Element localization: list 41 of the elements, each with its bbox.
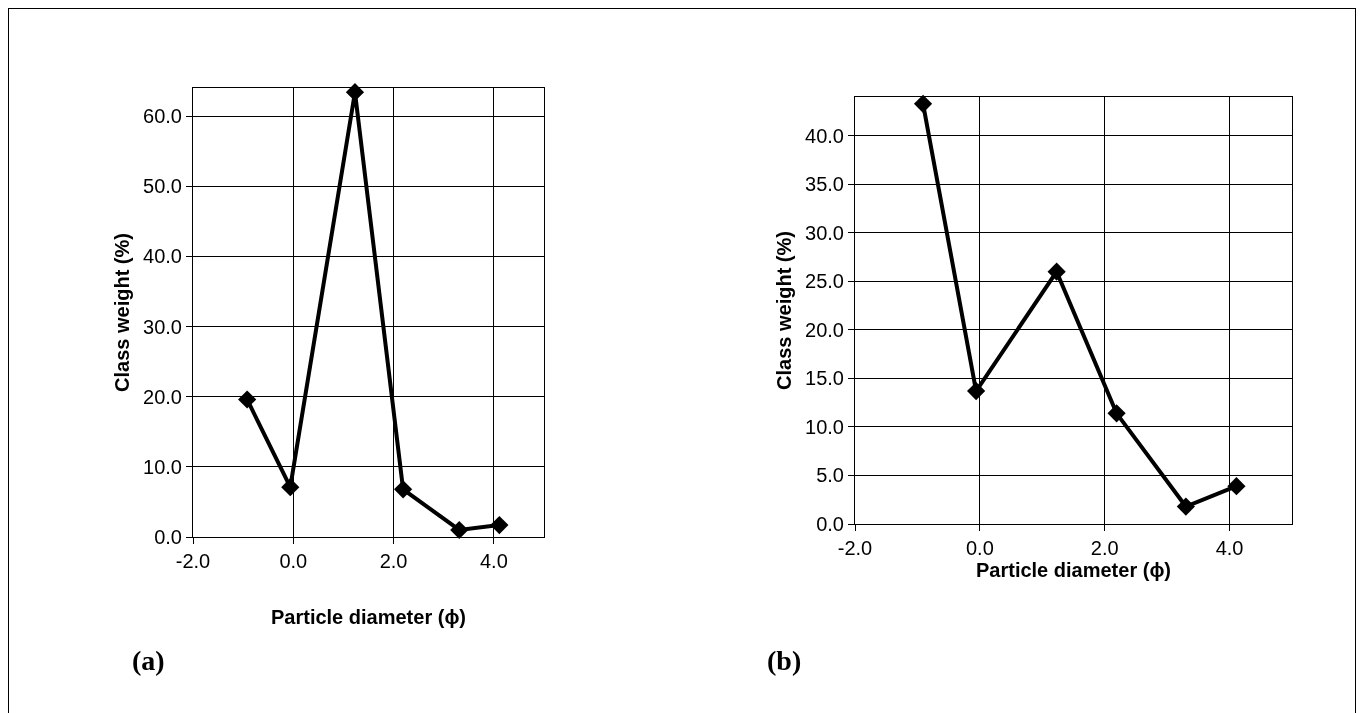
- y-tick-label: 30.0: [143, 315, 182, 338]
- x-tick-label: -2.0: [837, 537, 873, 559]
- y-tick-label: 5.0: [816, 464, 844, 487]
- y-tick-label: 35.0: [805, 173, 844, 196]
- point: [1107, 404, 1126, 423]
- point: [345, 83, 365, 102]
- point: [238, 390, 257, 409]
- x-tick-label: 2.0: [379, 550, 408, 572]
- x-axis-title: Particle diameter (ϕ): [975, 559, 1172, 581]
- x-tick-label: 0.0: [279, 550, 308, 572]
- point: [1227, 477, 1246, 496]
- point: [967, 381, 986, 401]
- x-axis-title: Particle diameter (ϕ): [270, 605, 467, 628]
- text: (a): [132, 645, 165, 676]
- point: [450, 520, 469, 540]
- point: [394, 480, 413, 499]
- y-tick-label: 60.0: [143, 105, 182, 128]
- y-axis-title: Class weight (%): [772, 231, 795, 390]
- y-tick-label: 20.0: [805, 318, 844, 341]
- x-tick-label: 4.0: [1215, 537, 1244, 559]
- point: [1047, 262, 1066, 281]
- x-tick-label: -2.0: [175, 550, 211, 572]
- y-tick-label: 30.0: [805, 221, 844, 244]
- y-axis-title: Class weight (%): [110, 233, 133, 392]
- y-tick-label: 10.0: [805, 415, 844, 438]
- point: [913, 94, 933, 113]
- x-tick-label: 0.0: [965, 537, 994, 559]
- x-tick-label: 4.0: [479, 550, 508, 572]
- y-tick-label: 20.0: [143, 385, 182, 408]
- y-tick-label: 15.0: [805, 367, 844, 390]
- x-tick-label: 2.0: [1090, 537, 1119, 559]
- point: [1176, 497, 1195, 516]
- y-tick-label: 50.0: [143, 175, 182, 198]
- text: (b): [767, 645, 802, 676]
- point: [281, 478, 300, 497]
- y-tick-label: 0.0: [816, 513, 844, 535]
- y-tick-label: 10.0: [143, 455, 182, 478]
- y-tick-label: 40.0: [143, 245, 182, 268]
- point: [490, 515, 509, 535]
- y-tick-label: 25.0: [805, 270, 844, 293]
- y-tick-label: 40.0: [805, 124, 844, 147]
